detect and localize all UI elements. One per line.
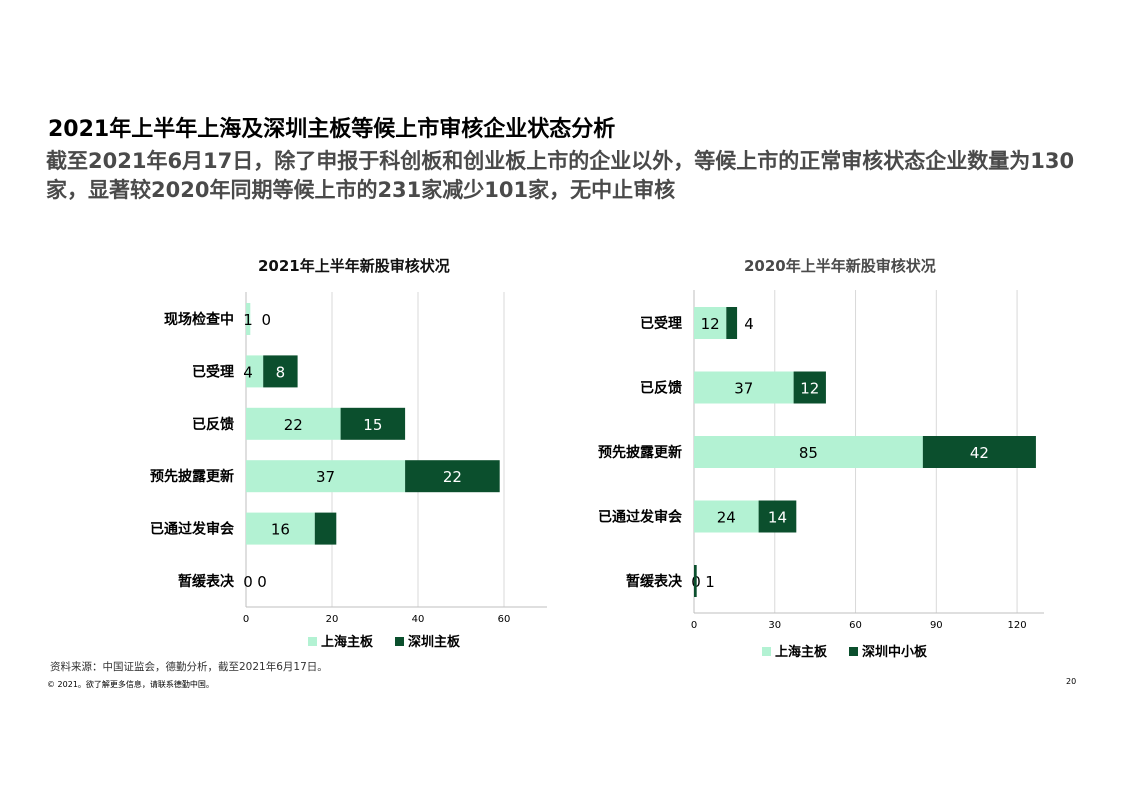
c1-data-label: 0 — [243, 573, 253, 591]
copyright-note: © 2021。欲了解更多信息，请联系德勤中国。 — [47, 680, 214, 689]
c2-bar-series2 — [726, 307, 738, 339]
c2-category-label: 预先披露更新 — [598, 444, 682, 461]
c1-bar-series2 — [340, 407, 406, 440]
c2-bar-series1 — [694, 436, 923, 468]
c1-bar-series1 — [246, 355, 264, 388]
c1-category-label: 已受理 — [192, 363, 234, 380]
c2-data-label: 4 — [744, 315, 754, 333]
c2-bar-series1 — [694, 307, 727, 339]
chart-2020-title: 2020年上半年新股审核状况 — [744, 257, 936, 275]
page-subtitle: 截至2021年6月17日，除了申报于科创板和创业板上市的企业以外，等候上市的正常… — [46, 149, 1075, 202]
c1-legend-label: 深圳主板 — [408, 634, 461, 650]
c2-data-label: 12 — [800, 380, 819, 398]
c2-bar-series1 — [694, 371, 794, 404]
page-title: 2021年上半年上海及深圳主板等候上市审核企业状态分析 — [48, 117, 616, 142]
c2-tick-label: 0 — [691, 620, 697, 631]
c2-legend-label: 深圳中小板 — [862, 644, 928, 660]
c2-tick-label: 120 — [1008, 620, 1027, 631]
c1-bar-series2 — [405, 460, 500, 493]
c2-legend-swatch — [762, 647, 771, 656]
c1-data-label: 0 — [257, 573, 267, 591]
source-note: 资料来源：中国证监会，德勤分析，截至2021年6月17日。 — [50, 661, 328, 673]
c1-data-label: 37 — [316, 468, 335, 486]
c2-category-label: 已受理 — [640, 315, 682, 332]
c2-tick-label: 90 — [930, 620, 943, 631]
c1-data-label: 22 — [443, 468, 462, 486]
c2-bar-series1 — [694, 500, 759, 533]
c1-bar-series1 — [246, 512, 315, 545]
c2-bar-series2 — [758, 500, 797, 533]
c1-data-label: 22 — [284, 416, 303, 434]
c1-tick-label: 0 — [243, 614, 249, 625]
c2-tick-label: 60 — [849, 620, 862, 631]
c1-bar-series1 — [246, 460, 406, 493]
c1-legend-swatch — [395, 637, 404, 646]
c2-category-label: 已通过发审会 — [598, 509, 683, 526]
c1-legend-swatch — [308, 637, 317, 646]
c1-bar-series1 — [246, 407, 341, 440]
c1-category-label: 已通过发审会 — [150, 521, 235, 538]
c1-data-label: 4 — [243, 363, 253, 381]
page-number: 20 — [1066, 677, 1077, 686]
c1-category-label: 现场检查中 — [164, 311, 234, 328]
c2-data-label: 24 — [717, 509, 736, 527]
c1-data-label: 8 — [276, 363, 286, 381]
c1-tick-label: 40 — [412, 614, 425, 625]
c1-data-label: 15 — [363, 416, 382, 434]
c2-bar-series2 — [694, 565, 697, 597]
c2-data-label: 1 — [705, 573, 715, 591]
c1-data-label: 1 — [243, 311, 253, 329]
c1-bar-series1 — [246, 303, 251, 335]
c2-data-label: 14 — [768, 509, 787, 527]
c1-data-label: 16 — [271, 521, 290, 539]
c1-data-label: 0 — [262, 311, 272, 329]
c1-category-label: 已反馈 — [192, 416, 234, 433]
c1-category-label: 暂缓表决 — [178, 573, 235, 590]
c2-bar-series2 — [922, 436, 1036, 468]
c2-data-label: 12 — [701, 315, 720, 333]
c1-tick-label: 60 — [498, 614, 511, 625]
c1-category-label: 预先披露更新 — [150, 468, 234, 485]
c2-category-label: 暂缓表决 — [626, 573, 683, 590]
c2-legend-swatch — [849, 647, 858, 656]
c1-tick-label: 20 — [326, 614, 339, 625]
c1-data-label: 5 — [344, 521, 354, 539]
c1-legend-label: 上海主板 — [321, 634, 374, 650]
c2-category-label: 已反馈 — [640, 380, 682, 397]
c2-tick-label: 30 — [768, 620, 781, 631]
c2-data-label: 85 — [799, 444, 818, 462]
chart-2021-title: 2021年上半年新股审核状况 — [258, 257, 450, 275]
c2-legend-label: 上海主板 — [775, 644, 828, 660]
c2-data-label: 42 — [970, 444, 989, 462]
c2-bar-series2 — [793, 371, 826, 404]
c1-bar-series2 — [263, 355, 298, 388]
c1-bar-series2 — [314, 512, 337, 545]
c2-data-label: 37 — [734, 380, 753, 398]
